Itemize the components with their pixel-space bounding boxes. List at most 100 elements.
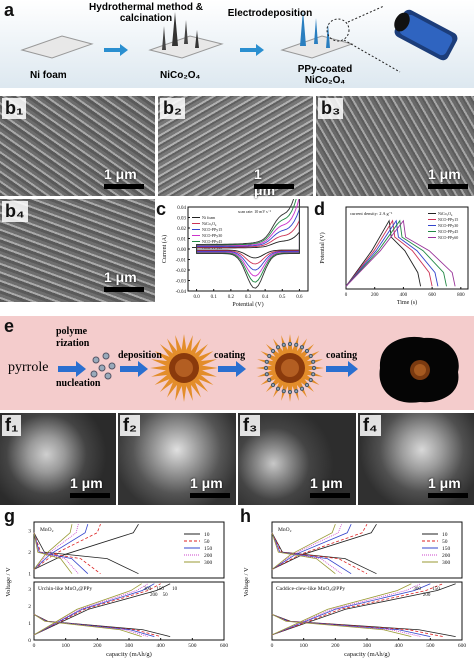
- top-plot-label: MnO₂: [40, 527, 54, 533]
- scale-label: 1 μm: [104, 269, 137, 285]
- x-tick-label: 0: [271, 643, 274, 649]
- step2-label: Electrodeposition: [227, 8, 313, 19]
- ppy-dot: [275, 386, 281, 391]
- legend-label: 300: [442, 560, 451, 566]
- nico-spike: [172, 12, 178, 46]
- x-tick-label: 500: [188, 643, 197, 649]
- coating-label-2: coating: [326, 350, 358, 361]
- ppy-dot: [294, 389, 299, 394]
- gcd-curve: [345, 219, 422, 287]
- arrow-icon: [104, 44, 128, 56]
- ppy-coated-particle: [379, 336, 459, 403]
- legend-label: NCO-PPy30: [202, 233, 222, 238]
- ppy-dot: [299, 345, 305, 350]
- ppy-spike: [314, 18, 318, 44]
- polymerization-label: polyme rization: [56, 326, 90, 349]
- y-tick-label: -0.01: [176, 259, 187, 264]
- scale-bar: [428, 184, 468, 189]
- zoom-circle: [326, 18, 350, 42]
- ppy-dot: [304, 382, 310, 388]
- urchin-spike: [181, 382, 187, 402]
- y-tick-label: 2: [28, 604, 31, 610]
- ppy-dot: [299, 386, 305, 391]
- legend-label: NCO-PPy15: [438, 217, 458, 222]
- panel-h: h 0 100 200 300 400 500 600 capacity (mAh/g) Vol…: [238, 506, 474, 663]
- legend-label: 150: [204, 546, 213, 552]
- x-tick-label: 600: [220, 643, 229, 649]
- ppy-spike: [300, 10, 306, 46]
- charge-curve-top: [271, 524, 343, 570]
- panel-e-schematic: [58, 334, 459, 403]
- sem-image-f4: f₄ 1 μm: [358, 413, 474, 505]
- sem-image-b1: b₁ 1 μm: [0, 96, 155, 196]
- panel-f2-letter: f₂: [120, 415, 140, 436]
- y-tick-label: 1: [28, 572, 31, 578]
- discharge-curve-top: [271, 532, 368, 575]
- panel-b4-letter: b₄: [2, 201, 28, 222]
- y-tick-label: 0.04: [177, 206, 186, 211]
- deposition-label: deposition: [118, 350, 162, 361]
- rate-label: 200: [150, 593, 158, 598]
- gcd-curve: [345, 219, 447, 287]
- x-tick-label: 0.2: [228, 295, 235, 300]
- legend-label: 10: [442, 532, 448, 538]
- discharge-curve-bottom: [271, 614, 456, 637]
- ppy-spike: [326, 24, 330, 48]
- plot-frame-top: [33, 521, 225, 579]
- panel-a: a Hydrothermal method & calcination Elec…: [0, 0, 474, 88]
- scale-bar: [310, 493, 350, 498]
- arrow-icon: [240, 44, 264, 56]
- scale-label: 1 μm: [190, 475, 223, 491]
- y-tick-label: 3: [28, 587, 31, 593]
- pyrrole-label: pyrrole: [8, 360, 49, 375]
- y-axis-label: Voltage / V: [5, 567, 12, 597]
- ppy-dot: [270, 382, 276, 388]
- panel-a-letter: a: [4, 0, 15, 20]
- x-tick-label: 0.0: [193, 295, 200, 300]
- urchin-spike: [167, 378, 180, 398]
- legend-label: NCO-PPy60: [438, 235, 458, 240]
- urchin-spike: [188, 338, 201, 358]
- panel-f4-letter: f₄: [360, 415, 381, 436]
- x-tick-label: 600: [428, 293, 436, 298]
- ppy-dot: [267, 353, 272, 359]
- discharge-curve-top: [33, 532, 89, 574]
- legend-label: Ni foam: [202, 215, 216, 220]
- legend-label: NCO-PPy30: [438, 223, 458, 228]
- ppy-label: PPy-coated NiCo₂O₄: [297, 64, 353, 86]
- ppy-dot: [264, 372, 269, 377]
- scale-label: 1 μm: [428, 166, 461, 182]
- scale-bar: [104, 287, 144, 292]
- urchin-spike: [184, 380, 193, 401]
- legend-label: NCO-PPy15: [202, 227, 222, 232]
- ppy-dot: [311, 365, 317, 371]
- scale-bar: [70, 493, 110, 498]
- y-tick-label: -0.02: [176, 269, 187, 274]
- annotation: scan rate: 10 mV s⁻¹: [238, 209, 272, 214]
- charge-curve-top: [33, 524, 101, 570]
- panel-d: d 0 200 400 600 800 Time (s) Potential (V) curr…: [314, 199, 474, 313]
- y-tick-label: 2: [28, 550, 31, 556]
- gcd-curve: [345, 219, 433, 287]
- x-axis-label: capacity (mAh/g): [106, 651, 152, 658]
- y-tick-label: 3: [28, 529, 31, 535]
- discharge-curve-top: [271, 532, 352, 575]
- panel-b2-letter: b₂: [160, 98, 185, 119]
- x-tick-label: 200: [93, 643, 102, 649]
- x-tick-label: 100: [62, 643, 71, 649]
- charge-curve-top: [33, 524, 79, 570]
- legend-label: 50: [442, 539, 448, 545]
- x-axis-label: Time (s): [397, 299, 417, 306]
- rate-label: 150: [432, 587, 440, 592]
- x-tick-label: 0: [33, 643, 36, 649]
- ppy-dot: [281, 342, 286, 347]
- urchin-spike: [151, 359, 172, 368]
- x-tick-label: 600: [458, 643, 467, 649]
- rate-label: 200: [423, 593, 431, 598]
- charge-curve-top: [271, 524, 336, 570]
- urchin-spike: [196, 368, 217, 377]
- x-tick-label: 300: [363, 643, 372, 649]
- x-tick-label: 0.4: [262, 295, 269, 300]
